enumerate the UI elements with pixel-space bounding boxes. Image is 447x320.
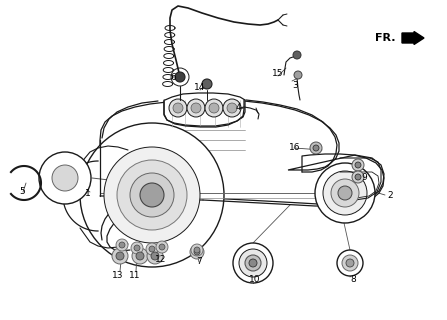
Circle shape [209, 103, 219, 113]
Circle shape [173, 103, 183, 113]
Circle shape [116, 252, 124, 260]
Circle shape [151, 252, 159, 260]
Circle shape [140, 183, 164, 207]
Circle shape [338, 186, 352, 200]
Circle shape [194, 247, 200, 253]
Text: 13: 13 [112, 270, 124, 279]
Text: 6: 6 [170, 73, 176, 82]
Circle shape [239, 249, 267, 277]
FancyArrow shape [402, 31, 424, 44]
Circle shape [191, 244, 203, 256]
Text: 11: 11 [129, 270, 141, 279]
Text: 9: 9 [361, 172, 367, 181]
Circle shape [352, 159, 364, 171]
Circle shape [313, 145, 319, 151]
Circle shape [310, 142, 322, 154]
Circle shape [293, 51, 301, 59]
Circle shape [132, 248, 148, 264]
Text: 2: 2 [387, 191, 393, 201]
Text: 3: 3 [292, 81, 298, 90]
Circle shape [149, 246, 155, 252]
Circle shape [191, 103, 201, 113]
Circle shape [223, 99, 241, 117]
Circle shape [190, 245, 204, 259]
Circle shape [112, 248, 128, 264]
Circle shape [331, 179, 359, 207]
Circle shape [52, 165, 78, 191]
Circle shape [342, 255, 358, 271]
Text: FR.: FR. [375, 33, 395, 43]
Circle shape [117, 160, 187, 230]
Circle shape [233, 243, 273, 283]
Circle shape [146, 243, 158, 255]
Circle shape [294, 71, 302, 79]
Circle shape [169, 99, 187, 117]
Text: 10: 10 [249, 275, 261, 284]
Circle shape [187, 99, 205, 117]
Circle shape [227, 103, 237, 113]
Circle shape [355, 162, 361, 168]
Circle shape [355, 174, 361, 180]
Circle shape [346, 259, 354, 267]
Circle shape [131, 242, 143, 254]
Circle shape [116, 239, 128, 251]
Text: 16: 16 [289, 143, 301, 153]
Text: 4: 4 [235, 102, 241, 111]
Circle shape [323, 171, 367, 215]
Circle shape [352, 171, 364, 183]
Circle shape [39, 152, 91, 204]
Text: 15: 15 [272, 69, 284, 78]
Circle shape [202, 79, 212, 89]
Circle shape [147, 248, 163, 264]
Circle shape [205, 99, 223, 117]
Text: 7: 7 [196, 258, 202, 267]
Circle shape [104, 147, 200, 243]
Circle shape [249, 259, 257, 267]
Circle shape [156, 241, 168, 253]
Text: 1: 1 [85, 188, 91, 197]
Circle shape [159, 244, 165, 250]
Polygon shape [164, 93, 245, 126]
Text: 12: 12 [155, 255, 167, 265]
Circle shape [134, 245, 140, 251]
Circle shape [245, 255, 261, 271]
Circle shape [119, 242, 125, 248]
Circle shape [175, 72, 185, 82]
Text: 5: 5 [19, 188, 25, 196]
Text: 14: 14 [194, 84, 206, 92]
Circle shape [315, 163, 375, 223]
Circle shape [337, 250, 363, 276]
Circle shape [130, 173, 174, 217]
Text: 8: 8 [350, 275, 356, 284]
Circle shape [136, 252, 144, 260]
Circle shape [80, 123, 224, 267]
Circle shape [194, 249, 200, 255]
Polygon shape [100, 100, 384, 250]
